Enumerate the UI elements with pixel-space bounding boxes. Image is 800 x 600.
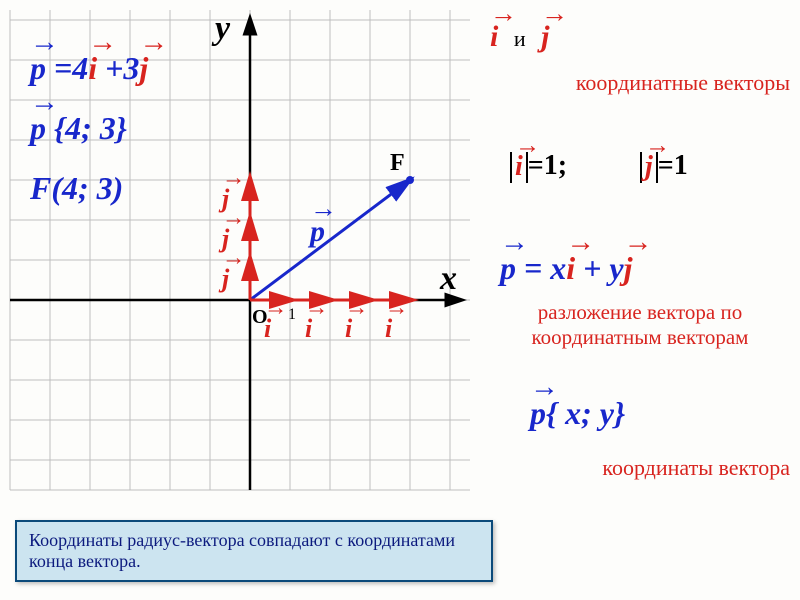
one-label: 1	[288, 306, 296, 324]
general-decomp: →p = x→i + y→j	[500, 250, 632, 287]
i-label-3: →i	[345, 314, 352, 344]
magnitude-i: →i=1;	[510, 150, 567, 183]
i-label-2: →i	[305, 314, 312, 344]
formula-p-decomp: →p =4→i +3→j	[30, 50, 148, 87]
decomp-label: разложение вектора по координатным векто…	[490, 300, 790, 350]
x-axis-label: x	[440, 260, 457, 298]
magnitude-j: →j=1	[640, 150, 688, 183]
top-ij: →i и →j	[490, 20, 549, 54]
general-coords: →p{ x; y}	[530, 395, 625, 432]
footer-note: Координаты радиус-вектора совпадают с ко…	[15, 520, 493, 582]
coords-label: координаты вектора	[580, 455, 790, 481]
j-label-2: →j	[222, 224, 229, 254]
formula-f-point: F(4; 3)	[30, 170, 123, 207]
formula-p-coords: →p {4; 3}	[30, 110, 127, 147]
y-axis-label: y	[215, 10, 230, 48]
point-f	[406, 176, 414, 184]
j-label-3: →j	[222, 184, 229, 214]
j-label-1: →j	[222, 264, 229, 294]
i-label-4: →i	[385, 314, 392, 344]
point-f-label: F	[390, 150, 405, 177]
coord-vectors-label: координатные векторы	[510, 70, 790, 96]
p-vector-label: →p	[310, 215, 325, 249]
i-label-1: →i	[264, 314, 271, 344]
